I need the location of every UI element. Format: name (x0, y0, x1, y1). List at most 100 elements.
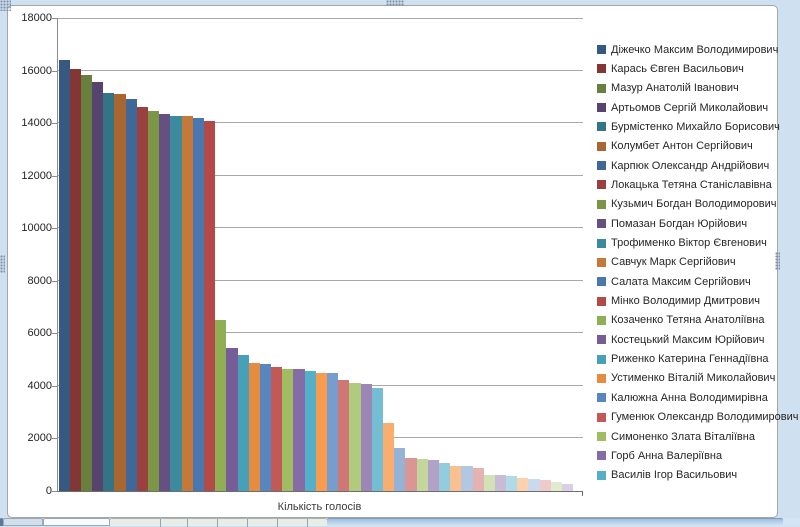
bar-series-22[interactable] (293, 368, 305, 491)
legend-item[interactable]: Козаченко Тетяна Анатоліївна (597, 311, 764, 330)
gridline (58, 332, 583, 334)
bar-series-29[interactable] (371, 387, 383, 491)
bar-series-20[interactable] (271, 366, 283, 491)
bar-series-7[interactable] (125, 99, 137, 491)
y-axis-tick-label: 8000 (27, 274, 52, 287)
bar-series-35[interactable] (438, 463, 451, 491)
legend-item[interactable]: Салата Максим Сергійович (597, 272, 751, 291)
sheet-tab-active[interactable] (43, 518, 110, 526)
legend-item[interactable]: Артьомов Сергій Миколайович (597, 98, 768, 117)
bar-series-13[interactable] (192, 118, 204, 491)
bar-series-2[interactable] (69, 69, 81, 491)
legend-item[interactable]: Помазан Богдан Юрійович (597, 214, 747, 233)
bar-series-41[interactable] (506, 476, 518, 491)
bar-series-5[interactable] (103, 92, 115, 491)
legend-swatch-icon (597, 393, 606, 403)
legend-item[interactable]: Савчук Марк Сергійович (597, 253, 736, 272)
bar-series-8[interactable] (136, 107, 149, 491)
legend-item[interactable]: Мазур Анатолій Іванович (597, 79, 739, 98)
y-axis-tick-mark (52, 228, 57, 230)
bar-series-10[interactable] (159, 113, 171, 491)
legend-item[interactable]: Локацька Тетяна Станіславівна (597, 175, 772, 194)
sheet-tab-group[interactable] (110, 518, 327, 527)
bar-series-28[interactable] (360, 384, 372, 491)
legend-item[interactable]: Калюжна Анна Володимирівна (597, 388, 768, 407)
legend-item[interactable]: Горб Анна Валеріївна (597, 446, 722, 465)
bar-series-30[interactable] (383, 423, 395, 491)
bar-series-24[interactable] (315, 372, 328, 491)
bar-series-17[interactable] (237, 355, 249, 491)
bar-series-4[interactable] (92, 82, 104, 491)
legend-item[interactable]: Бурмістенко Михайло Борисович (597, 117, 780, 136)
bar-series-21[interactable] (282, 368, 294, 491)
bar-series-23[interactable] (304, 371, 316, 491)
bar-series-16[interactable] (226, 347, 238, 491)
legend-item[interactable]: Устименко Віталій Миколайович (597, 369, 775, 388)
legend-item[interactable]: Василів Ігор Васильович (597, 466, 737, 485)
sheet-tab[interactable] (3, 518, 43, 526)
horizontal-scrollbar[interactable] (327, 518, 783, 526)
bar-series-26[interactable] (338, 379, 350, 491)
bar-series-38[interactable] (472, 468, 484, 491)
legend-label: Трофименко Віктор Євгенович (611, 237, 767, 249)
bar-series-14[interactable] (203, 121, 216, 491)
resize-handle-right-middle[interactable] (775, 252, 780, 270)
legend-item[interactable]: Симоненко Злата Віталіївна (597, 427, 755, 446)
y-axis-tick-label: 6000 (27, 327, 52, 340)
bar-series-36[interactable] (450, 466, 462, 491)
legend-swatch-icon (597, 141, 606, 151)
legend-item[interactable]: Діжечко Максим Володимирович (597, 40, 778, 59)
bar-series-3[interactable] (80, 74, 93, 491)
plot-area[interactable] (57, 18, 583, 492)
bar-series-15[interactable] (215, 319, 227, 491)
legend-swatch-icon (597, 315, 606, 325)
legend-label: Василів Ігор Васильович (611, 469, 738, 482)
y-axis-tick-label: 2000 (27, 432, 52, 445)
legend-item[interactable]: Трофименко Віктор Євгенович (597, 234, 767, 253)
bar-series-37[interactable] (461, 466, 473, 491)
resize-handle-left-middle[interactable] (0, 255, 5, 273)
tab-scroll-buttons[interactable] (0, 518, 3, 526)
legend-item[interactable]: Риженко Катерина Геннадіївна (597, 350, 769, 369)
bar-series-25[interactable] (327, 373, 339, 491)
window-resize-corner[interactable] (783, 518, 800, 526)
chart-area[interactable]: 0 2000 4000 6000 8000 10000 12000 14000 16000 180… (7, 5, 799, 518)
bar-series-6[interactable] (114, 94, 126, 491)
legend-item[interactable]: Карась Євген Васильович (597, 59, 744, 78)
legend-label: Карпюк Олександр Андрійович (611, 159, 770, 172)
bar-series-45[interactable] (550, 482, 563, 491)
bar-series-9[interactable] (148, 111, 160, 491)
bar-series-31[interactable] (394, 448, 406, 491)
bar-series-32[interactable] (405, 457, 417, 491)
legend-item[interactable]: Гуменюк Олександр Володимирович (597, 408, 799, 427)
bar-series-33[interactable] (416, 458, 428, 491)
legend-swatch-icon (597, 412, 606, 422)
bar-series-27[interactable] (349, 383, 361, 491)
gridline (58, 122, 583, 124)
bar-series-44[interactable] (539, 479, 551, 491)
legend-item[interactable]: Кузьмич Богдан Володиморович (597, 195, 777, 214)
y-axis-tick-label: 16000 (21, 64, 52, 77)
legend-item[interactable]: Мінко Володимир Дмитрович (597, 292, 760, 311)
bar-series-1[interactable] (58, 60, 70, 491)
gridline (58, 227, 583, 229)
bar-series-43[interactable] (528, 479, 540, 491)
bar-series-18[interactable] (248, 362, 260, 491)
resize-handle-top-center[interactable] (386, 0, 404, 6)
legend-item[interactable]: Колумбет Антон Сергійович (597, 137, 753, 156)
x-axis-title[interactable]: Кількість голосів (277, 501, 362, 513)
legend-swatch-icon (597, 64, 606, 74)
bar-series-46[interactable] (562, 483, 574, 491)
bar-series-34[interactable] (427, 459, 439, 491)
bar-series-40[interactable] (494, 475, 507, 491)
bar-series-11[interactable] (170, 115, 182, 491)
bar-series-39[interactable] (483, 474, 495, 491)
y-axis-tick-label: 10000 (21, 222, 52, 235)
resize-handle-top-left[interactable] (0, 0, 11, 11)
legend-item[interactable]: Костецький Максим Юрійович (597, 330, 765, 349)
bar-series-42[interactable] (517, 478, 529, 491)
legend-item[interactable]: Карпюк Олександр Андрійович (597, 156, 769, 175)
bar-series-12[interactable] (181, 116, 193, 491)
bar-series-19[interactable] (259, 364, 272, 491)
